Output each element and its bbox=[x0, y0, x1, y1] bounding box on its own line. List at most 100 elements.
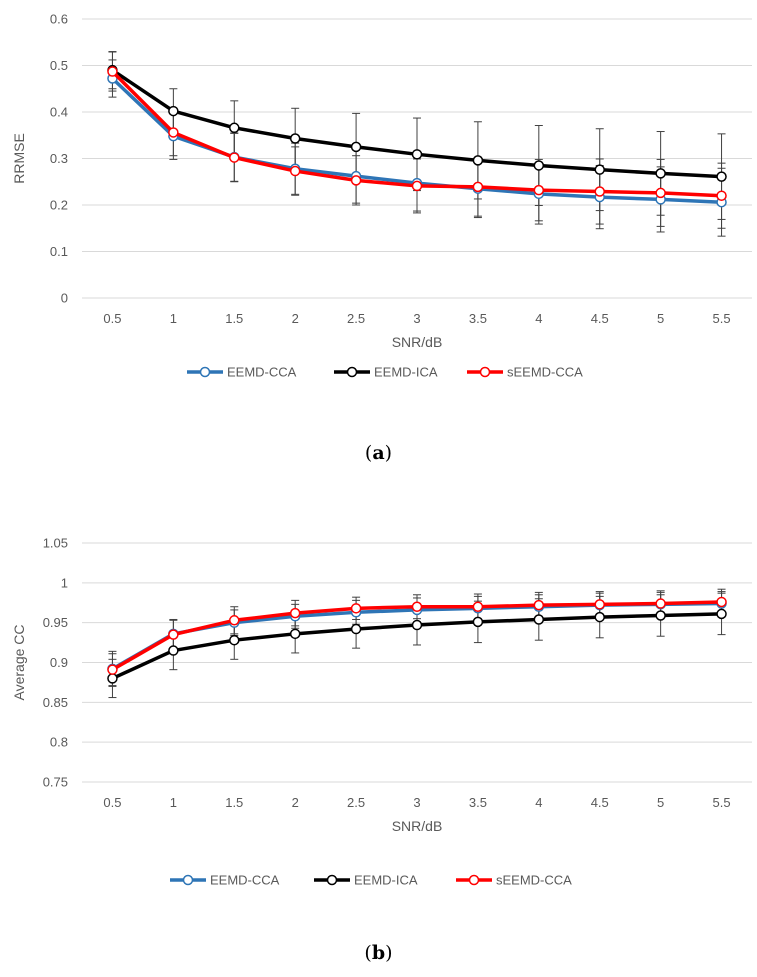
data-point bbox=[716, 190, 727, 201]
x-tick-label: 1 bbox=[170, 311, 177, 326]
data-point bbox=[655, 610, 666, 621]
data-point bbox=[472, 181, 484, 193]
y-tick-label: 0.4 bbox=[50, 105, 68, 120]
y-tick-label: 0.8 bbox=[50, 735, 68, 750]
legend-label: sEEMD-CCA bbox=[496, 873, 572, 888]
legend-marker bbox=[199, 366, 211, 378]
legend-label: EEMD-ICA bbox=[374, 365, 438, 380]
legend-marker bbox=[182, 874, 194, 886]
y-tick-label: 0 bbox=[61, 291, 68, 306]
legend-marker bbox=[326, 874, 338, 886]
data-point bbox=[107, 664, 118, 675]
data-point bbox=[229, 615, 240, 626]
data-point bbox=[289, 133, 301, 144]
data-point bbox=[655, 598, 666, 609]
data-point bbox=[411, 149, 423, 160]
legend-marker bbox=[468, 874, 480, 886]
x-tick-label: 0.5 bbox=[103, 795, 121, 810]
panel-label-b: (b) bbox=[364, 942, 393, 964]
y-tick-label: 0.85 bbox=[43, 695, 68, 710]
data-point bbox=[168, 629, 179, 640]
data-point bbox=[107, 673, 118, 684]
data-point bbox=[472, 155, 484, 166]
x-tick-label: 0.5 bbox=[103, 311, 121, 326]
x-tick-label: 2.5 bbox=[347, 795, 365, 810]
data-point bbox=[594, 611, 605, 623]
data-point bbox=[716, 171, 727, 182]
data-point bbox=[168, 105, 179, 117]
legend-item: EEMD-CCA bbox=[187, 365, 297, 380]
x-tick-label: 4.5 bbox=[591, 311, 609, 326]
chart-average-cc: 0.75 0.8 0.85 0.9 0.95 1 1.05 0.5 1 1.5 2 2.5 3 3.5 4 4… bbox=[11, 536, 752, 888]
legend-label: EEMD-ICA bbox=[354, 873, 418, 888]
data-point bbox=[655, 187, 666, 199]
data-point bbox=[472, 616, 484, 628]
data-point bbox=[533, 614, 545, 625]
y-tick-label: 0.1 bbox=[50, 244, 68, 259]
legend-marker bbox=[479, 366, 491, 378]
x-tick-label: 2 bbox=[292, 795, 299, 810]
data-point bbox=[168, 645, 179, 656]
legend-label: EEMD-CCA bbox=[227, 365, 297, 380]
legend-marker bbox=[346, 366, 358, 378]
x-tick-label: 3.5 bbox=[469, 311, 487, 326]
y-tick-label: 0.9 bbox=[50, 655, 68, 670]
x-tick-label: 3 bbox=[413, 311, 420, 326]
data-point bbox=[289, 607, 301, 619]
y-tick-label: 0.5 bbox=[50, 58, 68, 73]
data-point bbox=[716, 608, 727, 620]
x-tick-label: 5.5 bbox=[713, 795, 731, 810]
legend-item: sEEMD-CCA bbox=[467, 365, 583, 380]
data-point bbox=[107, 66, 118, 77]
x-tick-label: 2.5 bbox=[347, 311, 365, 326]
data-point bbox=[411, 601, 423, 612]
legend-item: EEMD-ICA bbox=[334, 365, 438, 380]
data-point bbox=[716, 596, 727, 608]
data-point bbox=[350, 623, 362, 635]
y-axis-title: RRMSE bbox=[11, 133, 27, 184]
data-point bbox=[533, 160, 545, 171]
data-point bbox=[655, 168, 666, 179]
data-point bbox=[533, 184, 545, 196]
legend-label: EEMD-CCA bbox=[210, 873, 280, 888]
legend-item: EEMD-ICA bbox=[314, 873, 418, 888]
data-point bbox=[411, 619, 423, 631]
panel-label-a: (a) bbox=[364, 442, 393, 464]
x-tick-label: 5 bbox=[657, 311, 664, 326]
y-tick-label: 0.3 bbox=[50, 151, 68, 166]
x-tick-label: 4 bbox=[535, 311, 542, 326]
data-point bbox=[594, 186, 605, 197]
y-axis-title: Average CC bbox=[11, 624, 27, 700]
y-tick-label: 0.75 bbox=[43, 775, 68, 790]
x-tick-label: 3.5 bbox=[469, 795, 487, 810]
legend: EEMD-CCA EEMD-ICA sEEMD-CCA bbox=[170, 873, 572, 888]
x-tick-label: 1 bbox=[170, 795, 177, 810]
x-tick-label: 3 bbox=[413, 795, 420, 810]
x-axis-title: SNR/dB bbox=[392, 334, 443, 350]
x-tick-label: 2 bbox=[292, 311, 299, 326]
legend: EEMD-CCA EEMD-ICA sEEMD-CCA bbox=[187, 365, 583, 380]
data-point bbox=[350, 603, 362, 614]
data-point bbox=[472, 601, 484, 612]
data-point bbox=[594, 599, 605, 610]
legend-item: sEEMD-CCA bbox=[456, 873, 572, 888]
y-tick-label: 0.2 bbox=[50, 198, 68, 213]
x-tick-label: 5.5 bbox=[713, 311, 731, 326]
data-point bbox=[229, 634, 240, 646]
x-tick-label: 4 bbox=[535, 795, 542, 810]
x-tick-label: 1.5 bbox=[225, 795, 243, 810]
data-point bbox=[289, 628, 301, 640]
data-point bbox=[350, 141, 362, 153]
data-point bbox=[594, 164, 605, 175]
x-tick-label: 4.5 bbox=[591, 795, 609, 810]
data-point bbox=[229, 122, 240, 134]
legend-item: EEMD-CCA bbox=[170, 873, 280, 888]
x-tick-label: 1.5 bbox=[225, 311, 243, 326]
y-tick-label: 0.6 bbox=[50, 12, 68, 27]
y-tick-label: 1.05 bbox=[43, 536, 68, 551]
y-tick-label: 0.95 bbox=[43, 615, 68, 630]
chart-rrmse: 0 0.1 0.2 0.3 0.4 0.5 0.6 0.5 1 1.5 2 2.5 3 3.5 4 4.5 5 5… bbox=[11, 12, 752, 380]
x-tick-label: 5 bbox=[657, 795, 664, 810]
data-point bbox=[229, 152, 240, 163]
